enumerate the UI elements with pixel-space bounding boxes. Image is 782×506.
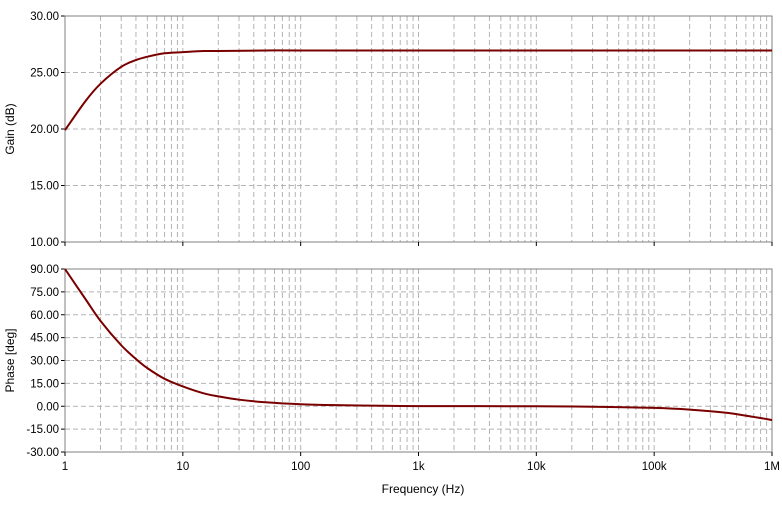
- x-tick-label: 10: [176, 461, 189, 473]
- gain-y-tick-label: 25.00: [30, 68, 59, 80]
- gain-curve: [64, 49, 772, 131]
- gain-y-tick-label: 30.00: [30, 11, 59, 23]
- x-tick-label: 10k: [527, 461, 546, 473]
- gain-y-tick-label: 20.00: [30, 124, 59, 136]
- phase-y-tick-label: 0.00: [37, 401, 59, 413]
- phase-y-tick-label: 75.00: [30, 287, 59, 299]
- phase-y-axis-label: Phase [deg]: [3, 328, 17, 392]
- phase-y-tick-label: -15.00: [26, 424, 59, 436]
- phase-y-tick-label: 15.00: [30, 378, 59, 390]
- x-axis-label: Frequency (Hz): [382, 482, 465, 496]
- phase-y-tick-label: -30.00: [26, 447, 59, 459]
- gain-panel: 10.00 15.00 20.00 25.00 30.00 Gain (dB): [3, 11, 773, 249]
- phase-y-tick-label: 45.00: [30, 333, 59, 345]
- gain-y-axis-label: Gain (dB): [3, 103, 17, 154]
- phase-curve: [64, 268, 773, 421]
- x-tick-label: 1k: [412, 461, 424, 473]
- x-tick-label: 100: [291, 461, 310, 473]
- x-tick-label: 1M: [764, 461, 780, 473]
- gain-y-tick-label: 15.00: [30, 181, 59, 193]
- gain-y-tick-label: 10.00: [30, 237, 59, 249]
- x-tick-label: 100k: [642, 461, 667, 473]
- phase-y-tick-label: 30.00: [30, 356, 59, 368]
- phase-y-tick-label: 60.00: [30, 310, 59, 322]
- phase-y-tick-label: 90.00: [30, 264, 59, 276]
- x-tick-label: 1: [62, 461, 68, 473]
- phase-panel: -30.00 -15.00 0.00 15.00 30.00 45.00 60.00 75.0…: [3, 264, 780, 473]
